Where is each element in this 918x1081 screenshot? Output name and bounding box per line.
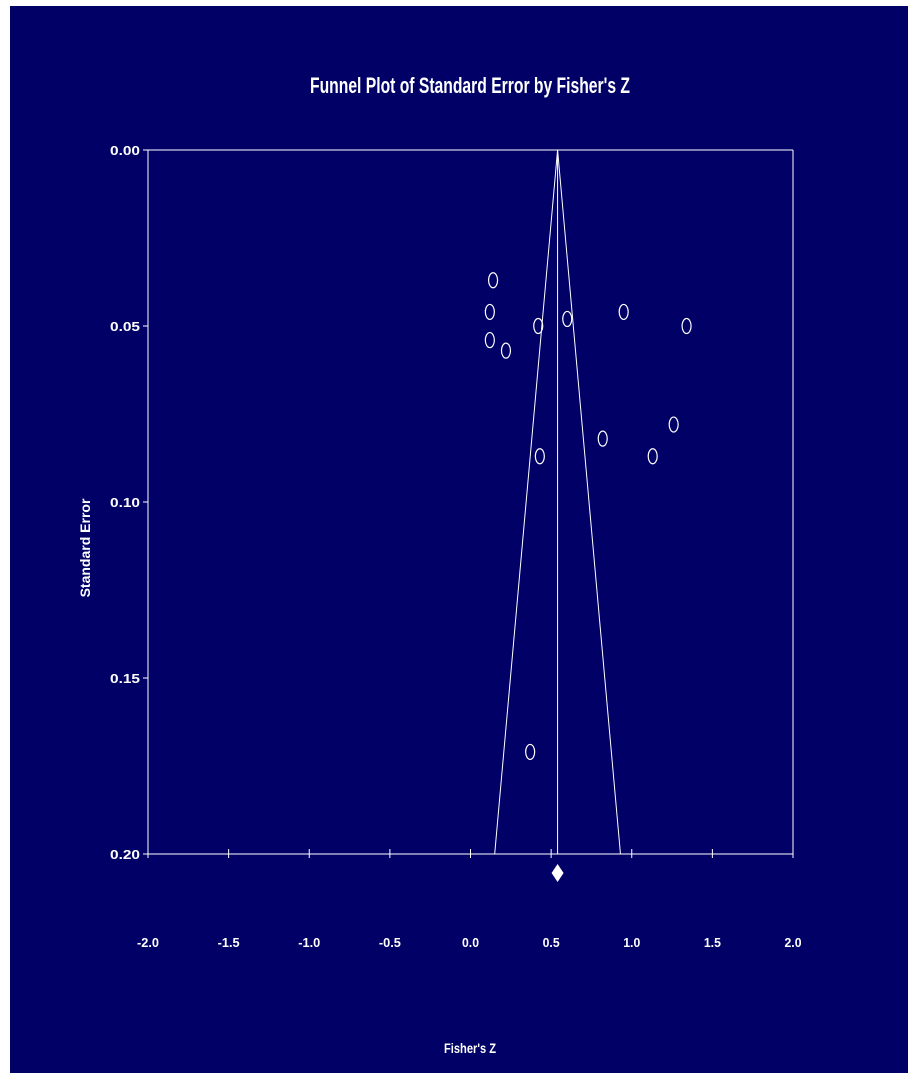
study-point bbox=[484, 303, 495, 321]
x-tick-label: 0.0 bbox=[462, 935, 479, 950]
study-point bbox=[668, 416, 679, 433]
funnel-left-line bbox=[494, 149, 559, 855]
x-axis-label: Fisher's Z bbox=[444, 1040, 496, 1056]
study-point bbox=[525, 743, 536, 761]
study-points bbox=[484, 272, 692, 761]
chart-title: Funnel Plot of Standard Error by Fisher'… bbox=[310, 73, 630, 98]
y-tick-label: 0.10 bbox=[110, 495, 140, 510]
chart-background bbox=[10, 6, 908, 1073]
study-point bbox=[681, 317, 692, 335]
x-tick-label: 1.5 bbox=[704, 935, 721, 950]
y-tick-label: 0.15 bbox=[110, 671, 140, 686]
y-tick-label: 0.00 bbox=[110, 143, 140, 158]
x-axis-ticks: -2.0 -1.5 -1.0 -0.5 0.0 0.5 1.0 1.5 2.0 bbox=[137, 849, 802, 950]
x-tick-label: 0.5 bbox=[543, 935, 560, 950]
y-tick-label: 0.20 bbox=[110, 847, 140, 862]
study-point bbox=[562, 310, 573, 328]
x-tick-label: -0.5 bbox=[379, 935, 401, 950]
y-axis-label: Standard Error bbox=[77, 498, 93, 597]
summary-diamond bbox=[551, 864, 564, 882]
study-point bbox=[500, 342, 512, 359]
study-point bbox=[534, 448, 545, 465]
x-tick-label: 2.0 bbox=[785, 935, 802, 950]
study-point bbox=[487, 272, 499, 289]
y-axis-ticks: 0.00 0.05 0.10 0.15 0.20 bbox=[110, 143, 148, 862]
study-point bbox=[647, 448, 658, 465]
study-point bbox=[533, 317, 544, 335]
study-point bbox=[597, 430, 608, 447]
x-tick-label: 1.0 bbox=[623, 935, 640, 950]
x-tick-label: -1.0 bbox=[298, 935, 320, 950]
study-point bbox=[484, 331, 495, 349]
study-point bbox=[618, 303, 629, 321]
y-tick-label: 0.05 bbox=[110, 319, 140, 334]
funnel-right-line bbox=[557, 149, 621, 855]
x-tick-label: -2.0 bbox=[137, 935, 159, 950]
x-tick-label: -1.5 bbox=[218, 935, 240, 950]
